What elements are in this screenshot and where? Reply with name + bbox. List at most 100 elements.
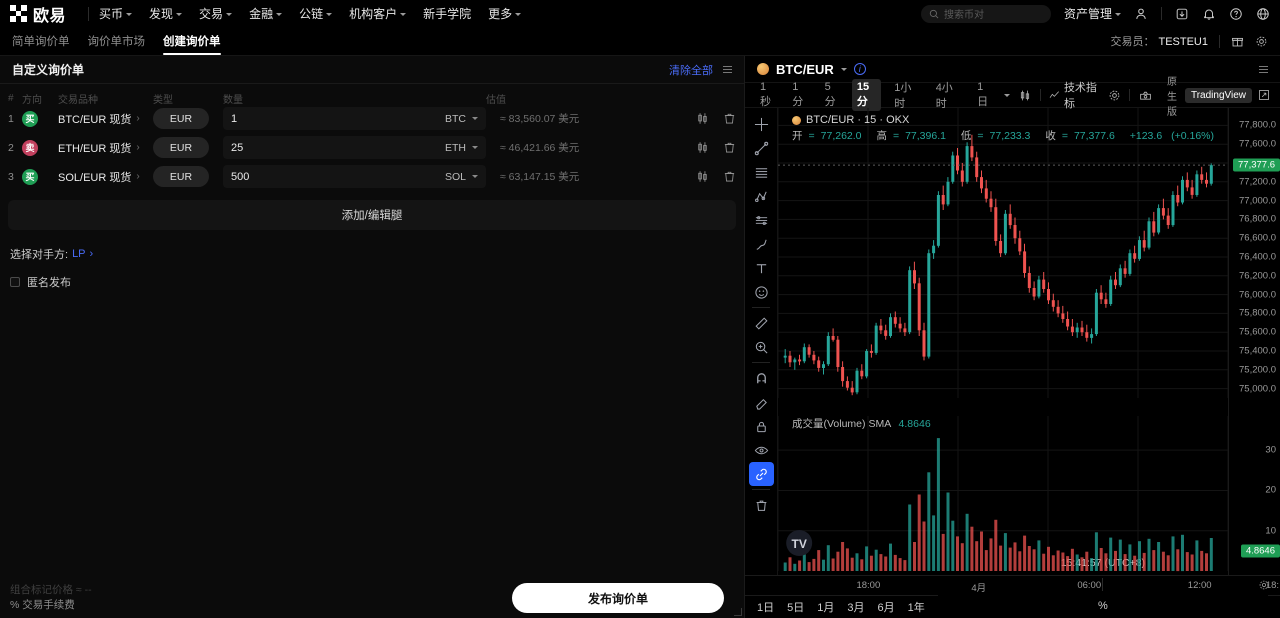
instrument-selector[interactable]: SOL/EUR 现货 › bbox=[58, 169, 153, 185]
trend-line-icon[interactable] bbox=[749, 136, 774, 160]
price-axis[interactable]: 77,800.077,600.077,400.077,200.077,000.0… bbox=[1228, 108, 1280, 575]
quantity-input[interactable]: 25 ETH bbox=[223, 136, 486, 159]
delete-row-icon[interactable] bbox=[723, 170, 736, 183]
nav-item-buy-crypto[interactable]: 买币 bbox=[99, 5, 133, 22]
tab-rfq-market[interactable]: 询价单市场 bbox=[88, 27, 146, 55]
brand-logo[interactable]: 欧易 bbox=[10, 2, 78, 26]
text-icon[interactable] bbox=[749, 256, 774, 280]
eraser-icon[interactable] bbox=[749, 390, 774, 414]
lock-icon[interactable] bbox=[749, 414, 774, 438]
chevron-down-icon[interactable] bbox=[840, 68, 847, 71]
zoom-icon[interactable] bbox=[749, 335, 774, 359]
gift-icon[interactable] bbox=[1231, 35, 1244, 48]
timeframe-4h[interactable]: 4小时 bbox=[935, 82, 953, 110]
counterparty-value[interactable]: LP bbox=[72, 248, 86, 260]
axis-settings-icon[interactable] bbox=[1258, 579, 1270, 591]
emoji-icon[interactable] bbox=[749, 280, 774, 304]
chevron-down-icon[interactable] bbox=[472, 146, 478, 149]
user-icon[interactable] bbox=[1134, 7, 1148, 21]
view-native-button[interactable]: 原生版 bbox=[1166, 76, 1177, 118]
indicators-button[interactable]: 技术指标 bbox=[1049, 79, 1100, 111]
nav-item-academy[interactable]: 新手学院 bbox=[423, 5, 471, 22]
side-cell[interactable]: 买 bbox=[22, 168, 58, 185]
counterparty-selector[interactable]: 选择对手方: LP › bbox=[10, 246, 744, 262]
magnet-icon[interactable] bbox=[749, 366, 774, 390]
instrument-selector[interactable]: ETH/EUR 现货 › bbox=[58, 140, 153, 156]
link-icon[interactable] bbox=[748, 462, 774, 486]
snapshot-icon[interactable] bbox=[1138, 89, 1153, 102]
chevron-down-icon[interactable] bbox=[472, 117, 478, 120]
chart-settings-icon[interactable] bbox=[1108, 89, 1121, 102]
percent-scale-button[interactable]: % bbox=[1097, 599, 1108, 612]
chart-plot[interactable]: BTC/EUR · 15 · OKX 开 = 77,262.0 高 = 77,396.1… bbox=[778, 108, 1280, 575]
info-icon[interactable]: i bbox=[853, 63, 866, 75]
panel-footer: 组合标记价格 ≈ -- % 交易手续费 发布询价单 bbox=[0, 578, 744, 618]
fullscreen-icon[interactable] bbox=[1258, 89, 1270, 101]
side-cell[interactable]: 卖 bbox=[22, 139, 58, 156]
type-pill[interactable]: EUR bbox=[153, 137, 209, 158]
crosshair-icon[interactable] bbox=[749, 112, 774, 136]
pitchfork-icon[interactable] bbox=[749, 184, 774, 208]
range-3m[interactable]: 3月 bbox=[847, 602, 865, 614]
tab-create-rfq[interactable]: 创建询价单 bbox=[163, 27, 221, 55]
range-1d[interactable]: 1日 bbox=[757, 602, 775, 614]
trash-icon[interactable] bbox=[749, 493, 774, 517]
view-tradingview-button[interactable]: TradingView bbox=[1184, 87, 1252, 103]
instrument-selector[interactable]: BTC/EUR 现货 › bbox=[58, 111, 153, 127]
range-6m[interactable]: 6月 bbox=[877, 602, 895, 614]
checkbox-icon[interactable] bbox=[10, 277, 20, 287]
bell-icon[interactable] bbox=[1202, 7, 1216, 21]
publish-rfq-button[interactable]: 发布询价单 bbox=[512, 583, 724, 613]
timeframe-1h[interactable]: 1小时 bbox=[894, 82, 912, 110]
clear-all-button[interactable]: 清除全部 bbox=[669, 64, 713, 77]
nav-item-finance[interactable]: 金融 bbox=[249, 5, 283, 22]
type-pill[interactable]: EUR bbox=[153, 108, 209, 129]
chevron-down-icon[interactable] bbox=[472, 175, 478, 178]
horizontal-lines-icon[interactable] bbox=[749, 160, 774, 184]
nav-item-chain[interactable]: 公链 bbox=[299, 5, 333, 22]
time-axis[interactable]: 18:00 4月 06:00 12:00 18: bbox=[745, 575, 1280, 595]
nav-item-discover[interactable]: 发现 bbox=[149, 5, 183, 22]
add-edit-leg-button[interactable]: 添加/编辑腿 bbox=[8, 200, 736, 230]
tab-simple-rfq[interactable]: 简单询价单 bbox=[12, 27, 70, 55]
gear-icon[interactable] bbox=[1255, 35, 1268, 48]
timeframe-15m[interactable]: 15分 bbox=[851, 79, 882, 111]
search-input[interactable]: 搜索币对 bbox=[920, 4, 1051, 23]
range-5d[interactable]: 5日 bbox=[787, 602, 805, 614]
brush-icon[interactable] bbox=[749, 232, 774, 256]
range-1y[interactable]: 1年 bbox=[907, 602, 925, 614]
timeframe-1m[interactable]: 1分 bbox=[792, 81, 804, 108]
download-icon[interactable] bbox=[1175, 7, 1189, 21]
nav-item-more[interactable]: 更多 bbox=[488, 5, 522, 22]
candlestick-icon[interactable] bbox=[696, 112, 709, 125]
toolbar-divider bbox=[752, 362, 770, 363]
chevron-down-icon[interactable] bbox=[1004, 94, 1011, 97]
type-pill[interactable]: EUR bbox=[153, 166, 209, 187]
candlestick-icon[interactable] bbox=[696, 141, 709, 154]
anonymous-publish-checkbox[interactable]: 匿名发布 bbox=[10, 274, 744, 290]
quantity-input[interactable]: 500 SOL bbox=[223, 165, 486, 188]
panel-menu-icon[interactable] bbox=[723, 66, 732, 73]
timeframe-1s[interactable]: 1秒 bbox=[760, 81, 771, 108]
delete-row-icon[interactable] bbox=[723, 112, 736, 125]
eye-icon[interactable] bbox=[749, 438, 774, 462]
ruler-icon[interactable] bbox=[749, 311, 774, 335]
quantity-input[interactable]: 1 BTC bbox=[223, 107, 486, 130]
nav-item-institutional[interactable]: 机构客户 bbox=[349, 5, 407, 22]
chart-pair-name[interactable]: BTC/EUR bbox=[776, 61, 834, 77]
globe-icon[interactable] bbox=[1256, 7, 1270, 21]
range-1m[interactable]: 1月 bbox=[817, 602, 835, 614]
chart-type-icon[interactable] bbox=[1018, 89, 1032, 102]
side-cell[interactable]: 买 bbox=[22, 110, 58, 127]
resize-handle[interactable] bbox=[734, 608, 742, 616]
timeframe-1d[interactable]: 1日 bbox=[977, 81, 989, 108]
candlestick-icon[interactable] bbox=[696, 170, 709, 183]
timeframe-5m[interactable]: 5分 bbox=[824, 81, 836, 108]
assets-menu[interactable]: 资产管理 bbox=[1064, 5, 1121, 22]
chart-menu-icon[interactable] bbox=[1259, 65, 1268, 73]
help-icon[interactable] bbox=[1229, 7, 1243, 21]
nav-item-trade[interactable]: 交易 bbox=[199, 5, 233, 22]
fib-retracement-icon[interactable] bbox=[749, 208, 774, 232]
quantity-unit: ETH bbox=[445, 141, 466, 154]
delete-row-icon[interactable] bbox=[723, 141, 736, 154]
